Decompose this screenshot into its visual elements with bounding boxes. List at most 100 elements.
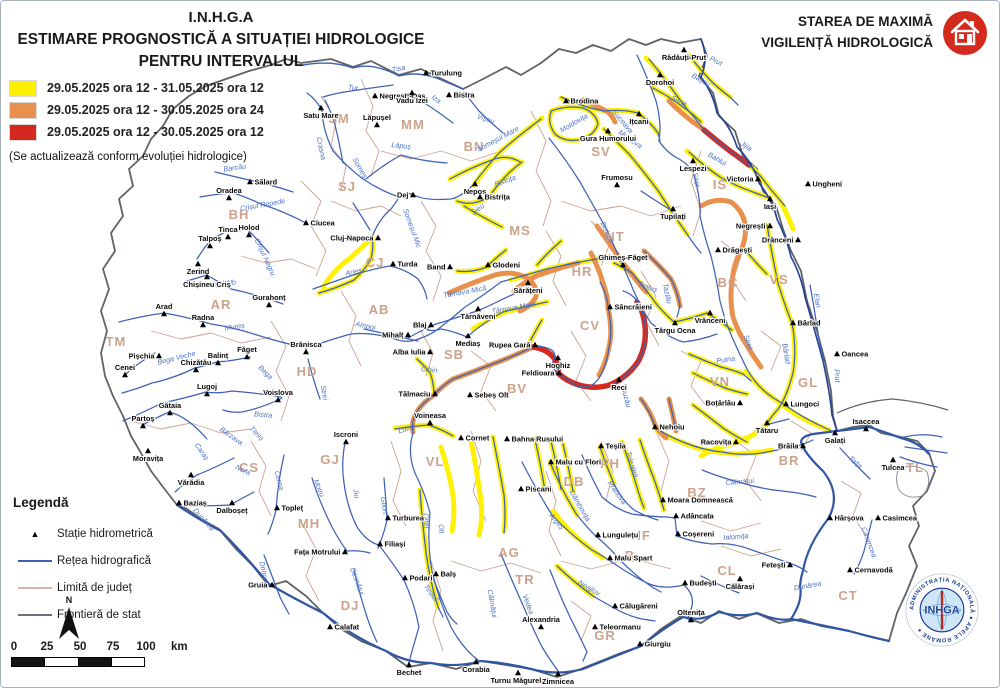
county-boundary	[270, 320, 290, 422]
river-label: Desnățui	[348, 566, 366, 596]
river	[904, 446, 948, 454]
county-code-label: NT	[605, 229, 624, 244]
river	[789, 617, 891, 643]
river-label: Bârlad	[780, 343, 793, 366]
river	[363, 328, 419, 342]
station-marker	[827, 514, 833, 521]
station-label: Glodeni	[493, 261, 521, 270]
station-marker	[193, 366, 199, 373]
river	[900, 434, 943, 439]
river-label: Tur	[348, 83, 360, 93]
river	[318, 196, 400, 294]
county-boundary	[380, 150, 502, 162]
map-legend: Legendă ▲ Stație hidrometrică Rețea hidr…	[13, 495, 153, 628]
river-label: Vișeu	[476, 111, 496, 126]
county-code-label: DJ	[341, 598, 360, 613]
river	[222, 397, 283, 413]
county-code-label: BH	[229, 207, 250, 222]
station-label: Satu Mare	[303, 111, 338, 120]
river	[688, 353, 752, 382]
station-label: Feldioara	[522, 369, 556, 378]
river-label: Crasna	[315, 136, 329, 161]
county-boundary	[420, 200, 442, 302]
county-boundary	[530, 110, 552, 227]
river	[534, 438, 546, 492]
station-label: Mihalț	[382, 331, 404, 340]
county-boundary	[690, 150, 702, 237]
scale-bar-segments	[11, 657, 145, 667]
river	[365, 154, 448, 180]
alert-swatch-yellow	[9, 79, 37, 97]
county-boundary	[700, 520, 762, 532]
county-code-label: MM	[401, 117, 425, 132]
river	[352, 202, 371, 231]
station-label: Ungheni	[813, 180, 843, 189]
river-label: Prut	[708, 54, 725, 68]
station-marker	[805, 180, 811, 187]
river	[550, 440, 562, 490]
river	[199, 192, 307, 224]
river	[118, 257, 603, 349]
hydrometric-station-icon: ▲	[30, 528, 40, 539]
alert-label: 29.05.2025 ora 12 - 30.05.2025 ora 12	[47, 125, 264, 139]
station-marker	[428, 321, 434, 328]
warning-banner: STAREA DE MAXIMĂ VIGILENȚĂ HIDROLOGICĂ	[761, 9, 989, 57]
station-label: Bistra	[454, 91, 476, 100]
county-boundary	[240, 255, 317, 270]
station-label: Teleormanu	[600, 623, 642, 632]
station-marker	[156, 352, 162, 359]
station-marker	[532, 341, 538, 348]
river	[342, 442, 420, 667]
station-label: Corabia	[462, 665, 490, 674]
station-marker	[167, 409, 173, 416]
station-marker	[548, 458, 554, 465]
river	[899, 456, 938, 468]
station-marker	[247, 178, 253, 185]
legend-item-station: ▲ Stație hidrometrică	[13, 520, 153, 547]
scale-tick: 50	[73, 641, 87, 653]
station-label: Oradea	[216, 186, 242, 195]
station-label: Dorohoi	[646, 78, 674, 87]
station-label: Tupilați	[660, 212, 686, 221]
station-label: Bahna Rusului	[512, 435, 564, 444]
alert-row-red: 29.05.2025 ora 12 - 30.05.2025 ora 12	[9, 121, 264, 143]
station-label: Turda	[398, 260, 419, 269]
station-label: Cluj-Napoca	[330, 234, 374, 243]
station-label: Chișineu Criș	[183, 280, 231, 289]
station-marker	[402, 574, 408, 581]
house-alert-icon	[943, 11, 987, 55]
county-code-label: IS	[713, 177, 727, 192]
station-label: Iași	[764, 202, 776, 211]
river	[668, 398, 677, 432]
river-label: Timiș	[248, 424, 267, 443]
station-label: Lespezi	[679, 164, 706, 173]
station-label: Târgu Ocna	[654, 326, 696, 335]
station-marker	[226, 194, 232, 201]
county-boundary	[600, 440, 614, 502]
legend-item-county: Limită de județ	[13, 574, 153, 601]
alert-river-segment-y	[438, 444, 457, 534]
river	[789, 425, 931, 621]
county-boundary	[570, 600, 592, 642]
river-label: Bistra	[254, 409, 273, 420]
county-code-label: BZ	[687, 485, 706, 500]
station-label: Baziaș	[184, 499, 207, 508]
river-label: Călmățui	[725, 476, 754, 487]
station-marker	[266, 301, 272, 308]
alert-river-segment-o	[666, 98, 707, 133]
river	[175, 503, 793, 674]
station-marker	[406, 661, 412, 668]
station-marker	[863, 425, 869, 432]
river-label: Someș	[351, 156, 370, 180]
station-label: Reci	[611, 383, 627, 392]
station-label: Negrești-Oaș	[380, 92, 426, 101]
station-label: Gura Humorului	[580, 134, 636, 143]
station-marker	[847, 566, 853, 573]
station-marker	[598, 442, 604, 449]
north-arrow: N	[53, 595, 85, 648]
station-label: Negrești	[736, 222, 766, 231]
coastline	[896, 465, 930, 498]
station-marker	[161, 310, 167, 317]
river	[648, 58, 786, 207]
river-label: Jiu	[351, 487, 361, 498]
